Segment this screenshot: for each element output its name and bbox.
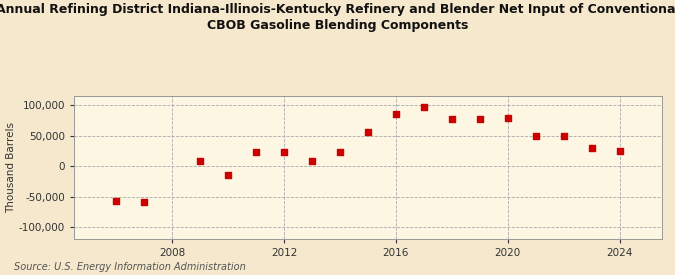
Point [614,149,625,153]
Point [418,105,429,109]
Point [390,112,401,116]
Point [362,129,373,134]
Point [139,199,150,204]
Point [475,117,485,121]
Text: Source: U.S. Energy Information Administration: Source: U.S. Energy Information Administ… [14,262,245,272]
Point [223,172,234,177]
Point [194,159,205,163]
Point [558,134,569,139]
Point [306,159,317,164]
Text: Annual Refining District Indiana-Illinois-Kentucky Refinery and Blender Net Inpu: Annual Refining District Indiana-Illinoi… [0,3,675,32]
Point [335,150,346,155]
Point [279,150,290,155]
Point [502,115,513,120]
Point [250,150,261,155]
Point [111,199,122,203]
Y-axis label: Thousand Barrels: Thousand Barrels [6,122,16,213]
Point [586,146,597,150]
Point [446,117,457,122]
Point [531,134,541,138]
